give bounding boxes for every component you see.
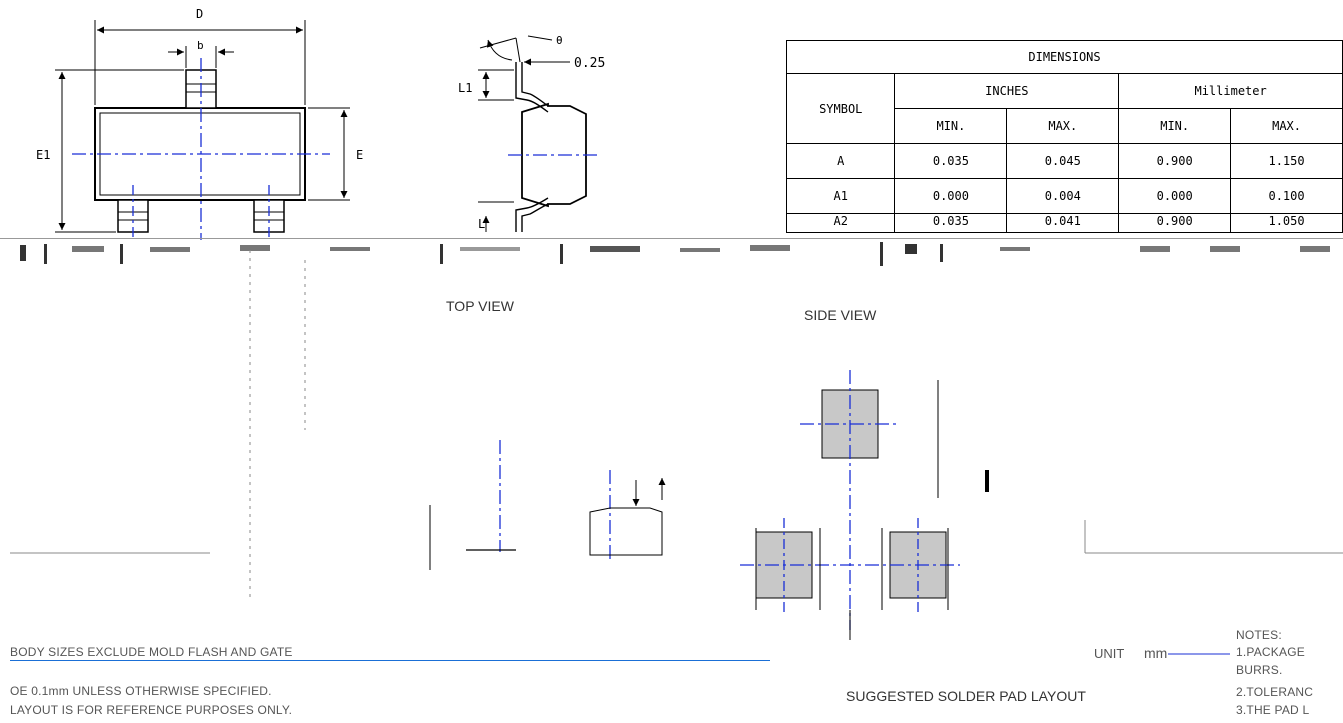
notes-title: NOTES: xyxy=(1236,628,1282,642)
ghost-table-right xyxy=(1084,520,1343,554)
table-row: A1 0.000 0.004 0.000 0.100 xyxy=(785,178,1343,214)
dim-E1-label: E1 xyxy=(36,148,50,162)
note-line-2: OE 0.1mm UNLESS OTHERWISE SPECIFIED. xyxy=(10,684,272,698)
symbol-header: SYMBOL xyxy=(785,73,896,144)
top-view xyxy=(55,20,350,240)
dim-L-label: L xyxy=(478,217,485,231)
pad-unit-value: mm xyxy=(1144,645,1167,661)
note-1b: BURRS. xyxy=(1236,663,1283,677)
dim-025-label: 0.25 xyxy=(574,56,605,71)
dim-theta-label: θ xyxy=(556,34,563,47)
dim-D-label: D xyxy=(196,7,203,21)
dim-E-label: E xyxy=(356,148,363,162)
side-view-label: SIDE VIEW xyxy=(804,307,877,323)
mm-min-header: MIN. xyxy=(1118,108,1232,144)
note-line-1: BODY SIZES EXCLUDE MOLD FLASH AND GATE xyxy=(10,645,293,659)
table-title: DIMENSIONS xyxy=(786,40,1343,74)
note-1: 1.PACKAGE xyxy=(1236,645,1305,659)
table-row: A2 0.035 0.041 0.900 1.050 xyxy=(785,213,1343,233)
note-3: 3.THE PAD L xyxy=(1236,703,1310,717)
inches-header: INCHES xyxy=(894,73,1120,109)
pad-unit-label: UNIT xyxy=(1094,646,1124,661)
side-view xyxy=(478,35,600,232)
inch-max-header: MAX. xyxy=(1006,108,1120,144)
solder-pad-label: SUGGESTED SOLDER PAD LAYOUT xyxy=(846,688,1086,704)
end-view xyxy=(429,440,666,570)
top-view-label: TOP VIEW xyxy=(446,298,514,314)
note-line-3: LAYOUT IS FOR REFERENCE PURPOSES ONLY. xyxy=(10,703,293,717)
mm-header: Millimeter xyxy=(1118,73,1343,109)
note-divider xyxy=(10,660,770,661)
inch-min-header: MIN. xyxy=(894,108,1008,144)
rendering-artifact-band xyxy=(0,238,1343,266)
ghost-table-left xyxy=(10,250,306,600)
note-2: 2.TOLERANC xyxy=(1236,685,1314,699)
dim-b-label: b xyxy=(197,39,204,52)
dim-L1-label: L1 xyxy=(458,81,472,95)
table-row: A 0.035 0.045 0.900 1.150 xyxy=(785,143,1343,179)
solder-pad-layout xyxy=(740,370,989,640)
mm-max-header: MAX. xyxy=(1230,108,1343,144)
dimensions-table: DIMENSIONS SYMBOL INCHES Millimeter MIN.… xyxy=(785,40,1343,233)
